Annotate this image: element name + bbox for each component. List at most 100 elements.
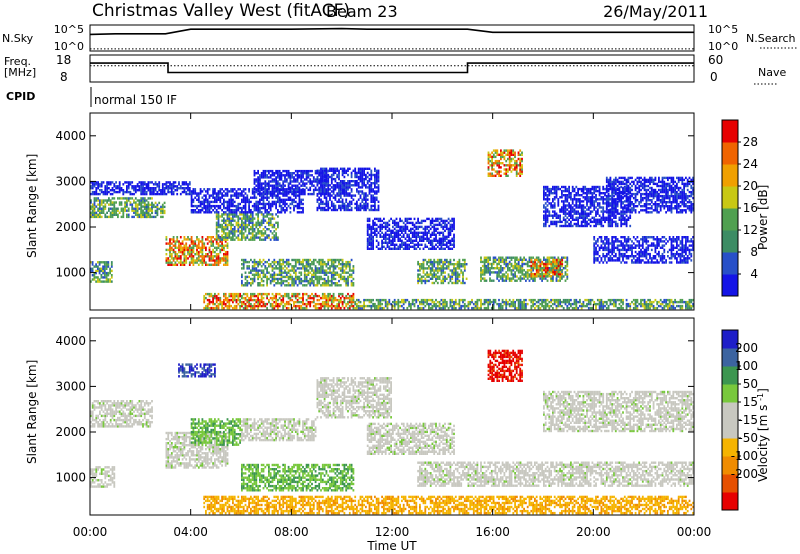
scatter-cell: [196, 204, 198, 208]
scatter-cell: [316, 192, 319, 196]
scatter-cell: [192, 259, 195, 262]
scatter-cell: [217, 192, 220, 195]
scatter-cell: [318, 267, 321, 270]
scatter-cell: [365, 175, 367, 179]
scatter-cell: [445, 241, 448, 244]
scatter-cell: [399, 219, 401, 223]
scatter-cell: [242, 211, 245, 214]
scatter-cell: [410, 217, 412, 221]
scatter-cell: [449, 247, 452, 250]
scatter-cell: [230, 217, 232, 220]
scatter-cell: [224, 228, 227, 231]
scatter-cell: [242, 302, 245, 306]
scatter-cell: [499, 306, 502, 310]
scatter-cell: [614, 300, 617, 304]
scatter-cell: [338, 204, 340, 208]
scatter-cell: [244, 196, 247, 199]
scatter-cell: [374, 217, 376, 221]
scatter-cell: [647, 306, 650, 310]
scatter-cell: [300, 190, 303, 194]
scatter-cell: [402, 300, 405, 304]
scatter-cell: [604, 300, 606, 304]
scatter-cell: [174, 263, 177, 266]
scatter-cell: [330, 208, 333, 212]
scatter-cell: [246, 304, 249, 308]
scatter-cell: [321, 292, 324, 296]
scatter-cell: [507, 277, 509, 280]
scatter-cell: [354, 180, 357, 183]
scatter-cell: [100, 215, 103, 219]
scatter-cell: [228, 200, 231, 204]
scatter-cell: [368, 180, 371, 183]
scatter-cell: [228, 190, 231, 193]
scatter-cell: [203, 242, 206, 245]
scatter-cell: [262, 213, 265, 216]
scatter-cell: [422, 275, 425, 278]
scatter-cell: [685, 302, 687, 306]
scatter-cell: [485, 260, 488, 264]
scatter-cell: [431, 247, 434, 250]
scatter-cell: [244, 298, 247, 302]
scatter-cell: [113, 213, 116, 216]
scatter-cell: [124, 201, 126, 204]
scatter-cell: [370, 175, 373, 179]
scatter-cell: [293, 294, 295, 298]
scatter-cell: [323, 174, 326, 177]
scatter-cell: [277, 180, 279, 183]
scatter-cell: [323, 273, 326, 276]
scatter-cell: [411, 239, 414, 242]
scatter-cell: [282, 169, 285, 173]
scatter-cell: [239, 230, 241, 233]
scatter-cell: [224, 238, 227, 241]
scatter-cell: [436, 304, 439, 308]
scatter-cell: [131, 197, 134, 200]
scatter-cell: [277, 292, 279, 296]
scatter-cell: [523, 300, 525, 304]
scatter-cell: [589, 306, 592, 310]
scatter-cell: [372, 245, 374, 248]
scatter-cell: [250, 219, 252, 222]
scatter-cell: [598, 300, 601, 304]
scatter-cell: [305, 275, 308, 279]
scatter-cell: [321, 300, 324, 304]
scatter-cell: [370, 304, 373, 308]
scatter-cell: [294, 292, 297, 296]
scatter-cell: [277, 174, 279, 177]
scatter-cell: [445, 277, 448, 280]
scatter-cell: [158, 183, 161, 186]
scatter-cell: [264, 202, 267, 206]
scatter-cell: [433, 231, 436, 234]
scatter-cell: [431, 265, 434, 268]
scatter-cell: [503, 275, 506, 278]
scatter-cell: [192, 250, 195, 254]
scatter-cell: [408, 237, 410, 240]
scatter-cell: [305, 265, 308, 268]
scatter-cell: [271, 260, 274, 264]
scatter-cell: [244, 277, 247, 281]
scatter-cell: [246, 196, 249, 199]
scatter-cell: [228, 206, 231, 210]
scatter-cell: [136, 213, 139, 216]
scatter-cell: [239, 223, 241, 227]
scatter-cell: [217, 261, 220, 264]
scatter-cell: [145, 209, 148, 213]
scatter-cell: [325, 282, 328, 285]
scatter-cell: [287, 172, 290, 175]
scatter-cell: [690, 304, 693, 308]
scatter-cell: [208, 206, 211, 210]
scatter-cell: [363, 302, 365, 306]
scatter-cell: [266, 277, 268, 281]
scatter-cell: [381, 298, 383, 302]
scatter-cell: [257, 292, 259, 296]
scatter-cell: [453, 304, 455, 308]
scatter-cell: [303, 306, 306, 310]
scatter-cell: [327, 277, 330, 281]
scatter-cell: [142, 213, 144, 217]
scatter-cell: [422, 237, 425, 240]
scatter-cell: [208, 211, 211, 214]
scatter-cell: [570, 302, 572, 306]
scatter-cell: [411, 245, 414, 248]
scatter-cell: [91, 261, 94, 264]
scatter-cell: [329, 192, 331, 195]
scatter-cell: [424, 279, 427, 283]
